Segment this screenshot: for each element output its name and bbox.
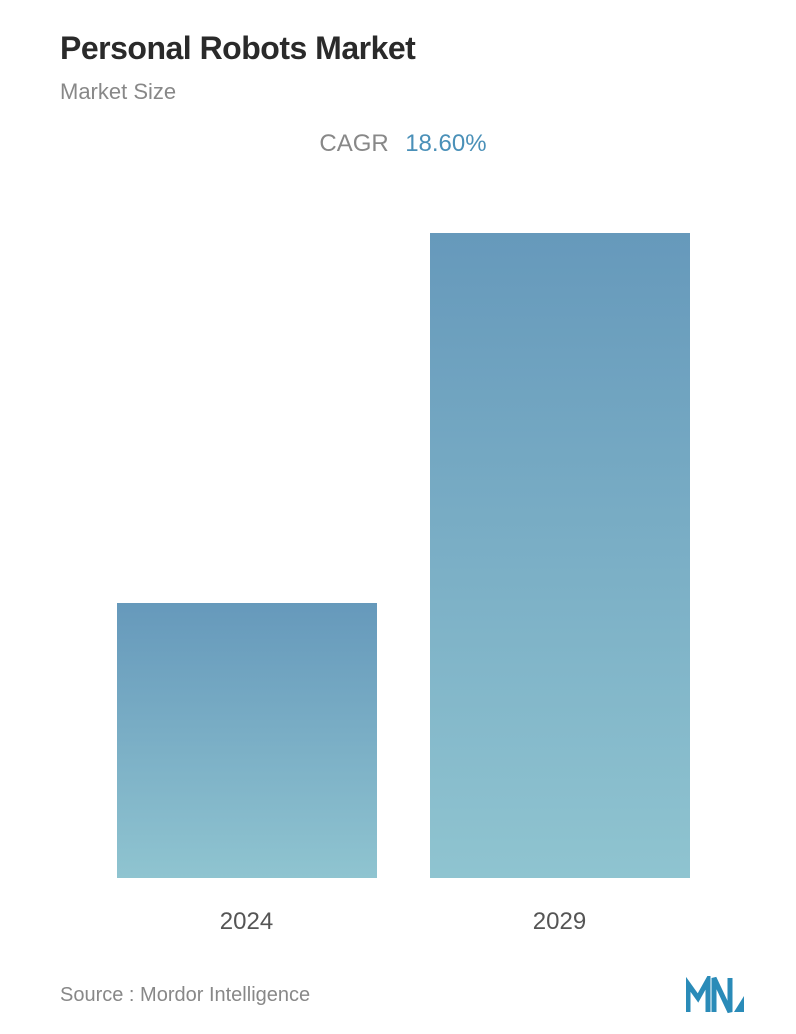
bar-label-1: 2029 bbox=[533, 908, 586, 936]
source-text: Source : Mordor Intelligence bbox=[60, 984, 310, 1007]
cagr-label: CAGR bbox=[319, 130, 388, 157]
chart-subtitle: Market Size bbox=[60, 79, 746, 105]
chart-title: Personal Robots Market bbox=[60, 30, 746, 67]
cagr-row: CAGR 18.60% bbox=[60, 130, 746, 158]
chart-container: Personal Robots Market Market Size CAGR … bbox=[0, 0, 796, 1034]
logo-icon bbox=[686, 976, 746, 1014]
bar-1 bbox=[430, 233, 690, 878]
cagr-value: 18.60% bbox=[405, 130, 486, 157]
footer: Source : Mordor Intelligence bbox=[60, 961, 746, 1014]
bar-group-0: 2024 bbox=[117, 603, 377, 936]
bar-label-0: 2024 bbox=[220, 908, 273, 936]
bar-0 bbox=[117, 603, 377, 878]
chart-area: 2024 2029 bbox=[60, 193, 746, 936]
bar-group-1: 2029 bbox=[430, 233, 690, 936]
